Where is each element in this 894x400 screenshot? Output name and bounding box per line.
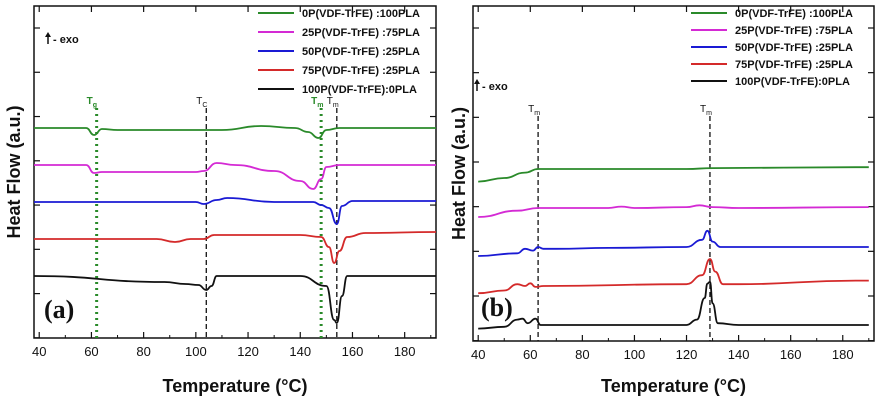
legend-entry: 50P(VDF-TrFE) :25PLA [735,42,853,54]
x-tick-label: 120 [676,347,698,362]
annotation-label: TC [196,96,207,109]
legend-entry: 25P(VDF-TrFE) :75PLA [735,25,853,37]
exo-label: - exo [482,81,508,93]
y-axis-title: Heat Flow (a.u.) [449,107,469,240]
series-line [34,231,437,264]
x-tick-label: 180 [394,344,416,359]
x-tick-label: 80 [136,344,150,359]
x-tick-label: 100 [185,344,207,359]
annotation-label: Tm [327,96,339,109]
x-tick-label: 180 [832,347,854,362]
x-tick-label: 140 [728,347,750,362]
x-tick-label: 160 [780,347,802,362]
y-axis-title: Heat Flow (a.u.) [4,105,24,238]
annotation-label: Tm [528,104,540,117]
series-line [478,204,869,218]
annotation-label: Tm [311,96,323,109]
legend-entry: 0P(VDF-TrFE) :100PLA [302,8,420,20]
x-axis-title: Temperature (°C) [601,376,746,396]
plot-frame [33,5,437,339]
legend-entry: 100P(VDF-TrFE):0PLA [302,84,417,96]
series-line [478,280,869,330]
panel-b: 40 60 80 100 120 140 160 180 Temperature (°C) Hea… [447,0,894,400]
x-tick-label: 120 [237,344,259,359]
x-tick-label: 60 [84,344,98,359]
exo-label: - exo [53,34,79,46]
x-tick-label: 160 [342,344,364,359]
series-line [33,275,436,324]
legend-entry: 0P(VDF-TrFE) :100PLA [735,8,853,20]
x-axis-title: Temperature (°C) [163,376,308,396]
dsc-chart-a: 40 60 80 100 120 140 160 180 Temperature (°C) Hea… [4,5,437,396]
annotation-label: Tg [87,96,97,109]
annotation-label: Tm [700,104,712,117]
plot-frame [472,5,875,342]
series-line [34,162,436,190]
legend-entry: 50P(VDF-TrFE) :25PLA [302,46,420,58]
x-tick-label: 140 [289,344,311,359]
legend-entry: 75P(VDF-TrFE) :25PLA [735,59,853,71]
series-line [478,229,869,257]
exo-arrow-head-icon [474,79,480,84]
panel-label: (a) [44,295,74,324]
x-tick-label: 80 [575,347,589,362]
legend-entry: 25P(VDF-TrFE) :75PLA [302,27,420,39]
series-line [478,166,869,183]
x-tick-label: 60 [523,347,537,362]
x-tick-label: 100 [624,347,646,362]
legend-entry: 100P(VDF-TrFE):0PLA [735,76,850,88]
x-tick-label: 40 [32,344,46,359]
panel-a: 40 60 80 100 120 140 160 180 Temperature (°C) Hea… [4,5,437,396]
series-line [478,258,869,295]
series-line [33,125,436,139]
exo-arrow-head-icon [45,32,51,37]
x-tick-label: 40 [471,347,485,362]
legend-entry: 75P(VDF-TrFE) :25PLA [302,65,420,77]
panel-label: (b) [481,293,513,322]
dsc-chart-b: 40 60 80 100 120 140 160 180 Temperature (°C) Hea… [449,5,875,396]
series-line [33,197,436,225]
